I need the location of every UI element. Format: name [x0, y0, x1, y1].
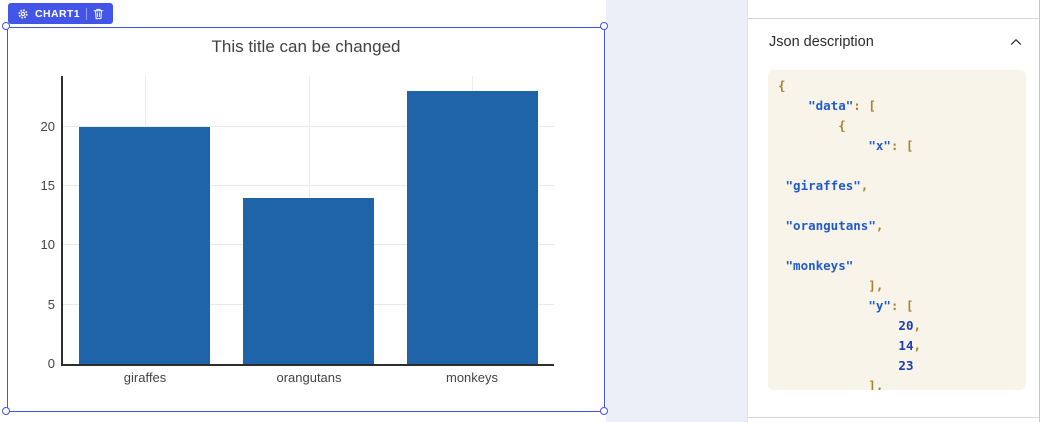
selection-handle-top-right[interactable] — [600, 22, 608, 30]
code-line: "orangutans", — [785, 218, 884, 233]
plot-area: 0 5 10 15 20 giraffes orangutans monkeys — [41, 76, 554, 385]
trash-icon[interactable] — [93, 8, 104, 20]
code-line: { — [778, 118, 846, 133]
x-axis-line — [61, 364, 554, 366]
json-description-header[interactable]: Json description — [748, 20, 1039, 64]
code-line: ], — [778, 278, 884, 293]
json-code-block[interactable]: { "data": [ { "x": [ "giraffes", "orangu… — [768, 70, 1026, 390]
gear-icon[interactable] — [17, 8, 29, 20]
gridline-y — [63, 185, 554, 187]
x-tick-label: monkeys — [445, 370, 499, 385]
gridline-y — [63, 125, 554, 127]
panel-title: Json description — [769, 34, 874, 50]
x-tick-label: giraffes — [123, 370, 167, 385]
badge-divider — [86, 7, 87, 20]
code-line: 23 — [898, 358, 914, 373]
code-line: "data": [ — [808, 98, 876, 113]
panel-top-strip — [748, 0, 1039, 19]
x-tick-label: orangutans — [276, 370, 342, 385]
y-tick-label: 5 — [47, 296, 55, 312]
code-line: "monkeys" — [785, 258, 854, 273]
selection-handle-bottom-left[interactable] — [2, 407, 10, 415]
code-line: "x": [ — [868, 138, 914, 153]
selection-handle-top-left[interactable] — [2, 22, 10, 30]
bar — [407, 91, 538, 364]
chevron-up-icon[interactable] — [1007, 33, 1025, 51]
y-axis-line — [61, 76, 63, 364]
panel-bottom-divider — [748, 417, 1039, 418]
json-code: { "data": [ { "x": [ "giraffes", "orangu… — [778, 76, 1026, 390]
code-line: { — [778, 78, 786, 93]
code-line — [778, 156, 1026, 176]
code-line — [778, 236, 1026, 256]
code-line: ], — [778, 378, 884, 390]
code-line — [778, 196, 1026, 216]
bar — [243, 198, 374, 364]
settings-panel: Json description { "data": [ { "x": [ "g… — [747, 0, 1040, 422]
chart-canvas: This title can be changed 0 5 10 15 20 giraff… — [0, 0, 747, 422]
chart-title: This title can be changed — [211, 37, 401, 56]
canvas-background — [606, 0, 747, 422]
y-tick-label: 20 — [40, 118, 55, 134]
y-tick-label: 10 — [40, 237, 55, 253]
bar — [79, 127, 210, 364]
chart-widget[interactable]: This title can be changed 0 5 10 15 20 giraff… — [7, 27, 605, 412]
code-line: "giraffes", — [785, 178, 869, 193]
selection-handle-bottom-right[interactable] — [600, 407, 608, 415]
code-line: 20, — [898, 318, 922, 333]
chart-badge-label: CHART1 — [35, 7, 80, 20]
code-line: 14, — [898, 338, 922, 353]
y-tick-label: 15 — [40, 178, 55, 194]
y-tick-label: 0 — [47, 356, 55, 371]
code-line: "y": [ — [868, 298, 914, 313]
chart-badge[interactable]: CHART1 — [8, 3, 113, 24]
